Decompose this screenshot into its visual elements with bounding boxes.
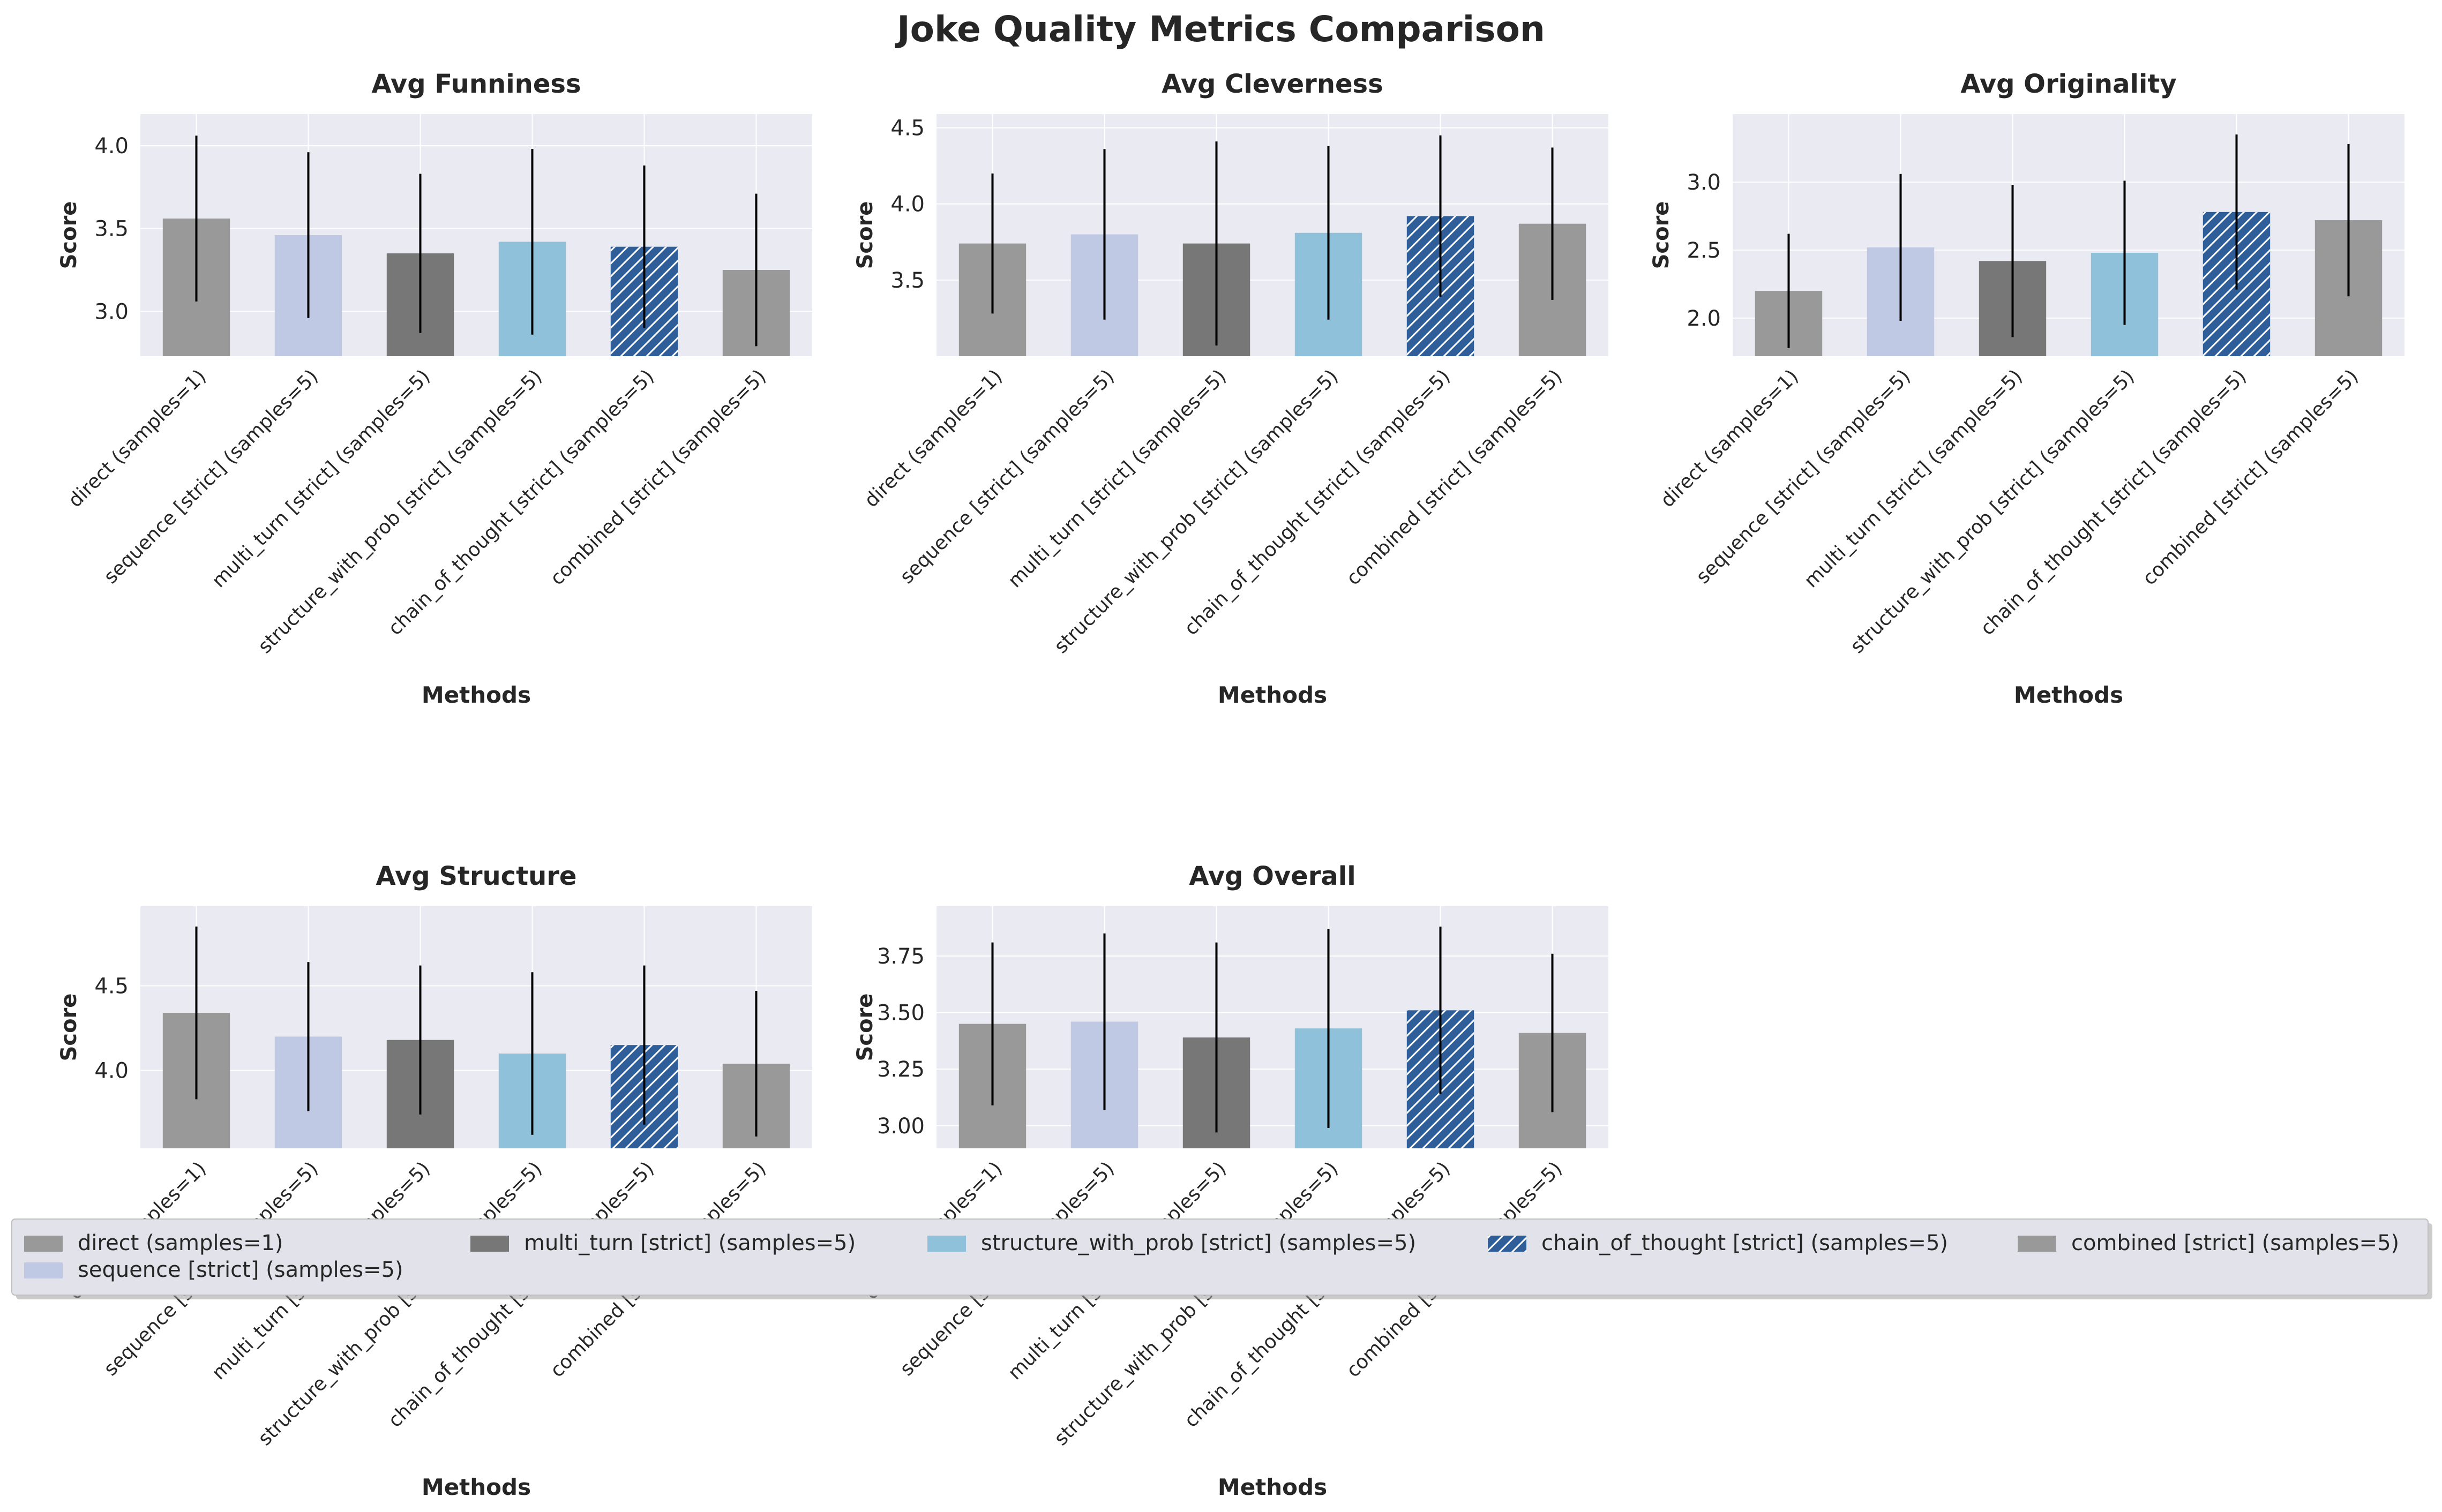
subplot-title: Avg Structure xyxy=(376,861,577,891)
x-axis-label: Methods xyxy=(422,682,531,708)
y-tick-label: 4.5 xyxy=(94,974,129,999)
legend-label: sequence [strict] (samples=5) xyxy=(78,1258,403,1282)
y-tick-label: 3.0 xyxy=(94,299,129,324)
x-tick-label: sequence [strict] (samples=5) xyxy=(100,365,323,588)
chart-avg-structure: 4.0 4.5 direct (samples=1) sequence [strict… xyxy=(57,861,812,1500)
legend-item-sequence-strict-samples-5: sequence [strict] (samples=5) xyxy=(24,1258,403,1282)
x-tick-label: sequence [strict] (samples=5) xyxy=(896,365,1119,588)
plot-area xyxy=(140,114,812,356)
y-axis-label: Score xyxy=(853,994,878,1062)
legend-swatch-hatch xyxy=(1488,1236,1526,1252)
legend-swatch xyxy=(927,1236,966,1252)
x-tick-label: combined [strict] (samples=5) xyxy=(1342,365,1567,590)
subplot-title: Avg Originality xyxy=(1960,69,2176,99)
plot-area xyxy=(937,906,1608,1148)
y-tick-label: 2.5 xyxy=(1687,238,1721,263)
y-tick-label: 4.0 xyxy=(890,192,925,217)
y-tick-label: 3.75 xyxy=(877,944,925,969)
subplot-title: Avg Overall xyxy=(1189,861,1355,891)
x-tick-label: multi_turn [strict] (samples=5) xyxy=(1800,365,2027,592)
x-tick-label: multi_turn [strict] (samples=5) xyxy=(1004,365,1231,592)
legend-swatch xyxy=(24,1236,63,1252)
x-axis-label: Methods xyxy=(1218,1474,1327,1500)
x-axis-label: Methods xyxy=(2014,682,2123,708)
y-tick-label: 4.5 xyxy=(890,116,925,141)
y-axis-label: Score xyxy=(57,201,81,269)
y-tick-label: 3.00 xyxy=(877,1114,925,1139)
y-axis-label: Score xyxy=(853,201,878,269)
legend-label: multi_turn [strict] (samples=5) xyxy=(524,1231,856,1255)
legend-item-combined-strict-samples-5: combined [strict] (samples=5) xyxy=(2018,1231,2399,1255)
y-tick-label: 4.0 xyxy=(94,134,129,159)
legend: direct (samples=1) sequence [strict] (sam… xyxy=(11,1218,2432,1299)
legend-label: structure_with_prob [strict] (samples=5) xyxy=(981,1231,1416,1255)
legend-label: chain_of_thought [strict] (samples=5) xyxy=(1541,1231,1948,1255)
y-axis-label: Score xyxy=(1649,201,1674,269)
legend-label: combined [strict] (samples=5) xyxy=(2071,1231,2399,1255)
plot-area xyxy=(140,906,812,1148)
x-tick-label: combined [strict] (samples=5) xyxy=(2138,365,2363,590)
legend-swatch xyxy=(24,1262,63,1278)
y-axis-label: Score xyxy=(57,994,81,1062)
y-tick-label: 3.0 xyxy=(1687,170,1721,195)
legend-item-direct-samples-1: direct (samples=1) xyxy=(24,1231,283,1255)
y-tick-label: 2.0 xyxy=(1687,306,1721,331)
plot-area xyxy=(937,114,1608,356)
subplot-title: Avg Funniness xyxy=(371,69,581,99)
y-tick-label: 3.25 xyxy=(877,1057,925,1082)
plot-area xyxy=(1733,114,2404,356)
x-tick-label: multi_turn [strict] (samples=5) xyxy=(208,365,435,592)
x-axis-label: Methods xyxy=(1218,682,1327,708)
subplot-title: Avg Cleverness xyxy=(1162,69,1383,99)
legend-item-multi-turn-strict-samples-5: multi_turn [strict] (samples=5) xyxy=(470,1231,856,1255)
figure-title: Joke Quality Metrics Comparison xyxy=(895,9,1545,50)
legend-item-chain-of-thought-strict-samples-5: chain_of_thought [strict] (samples=5) xyxy=(1488,1231,1948,1255)
y-tick-label: 3.50 xyxy=(877,1001,925,1026)
x-axis-label: Methods xyxy=(422,1474,531,1500)
x-tick-label: sequence [strict] (samples=5) xyxy=(1692,365,1915,588)
x-tick-label: combined [strict] (samples=5) xyxy=(546,365,770,590)
legend-item-structure-with-prob-strict-samples-5: structure_with_prob [strict] (samples=5) xyxy=(927,1231,1416,1255)
legend-swatch xyxy=(470,1236,509,1252)
legend-label: direct (samples=1) xyxy=(78,1231,283,1255)
y-tick-label: 3.5 xyxy=(890,268,925,293)
legend-swatch xyxy=(2018,1236,2056,1252)
legend-frame xyxy=(11,1218,2429,1296)
chart-avg-overall: 3.003.253.503.75direct (samples=1)sequen… xyxy=(853,861,1608,1500)
y-tick-label: 3.5 xyxy=(94,217,129,242)
y-tick-label: 4.0 xyxy=(94,1059,129,1084)
